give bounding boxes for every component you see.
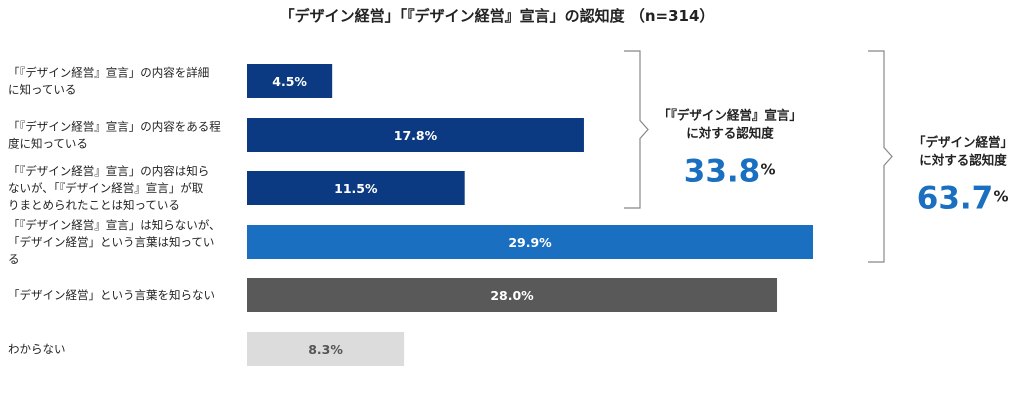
bar-1 (247, 64, 333, 98)
summary-bracket-1 (624, 50, 649, 209)
bar-5 (247, 278, 778, 312)
summary-title-1-line-1: 「『デザイン経営』宣言」 (658, 108, 802, 123)
bars: 4.5% 17.8% 11.5% 29.9% 28.0% 8.3% (247, 64, 813, 366)
bar-3 (247, 171, 465, 205)
summary-title-2-line-1: 「デザイン経営」 (913, 135, 1013, 150)
bar-2 (247, 118, 584, 152)
chart-title: 「デザイン経営」「『デザイン経営』宣言」の認知度 （n=314） (280, 7, 715, 25)
category-label-3-line-2: ないが、「『デザイン経営』宣言」が取 (8, 181, 204, 195)
category-label-4-line-1: 「『デザイン経営』宣言」は知らないが、 (8, 218, 221, 232)
bar-value-label-6: 8.3% (308, 342, 343, 357)
summary-unit-2: % (993, 188, 1008, 206)
summary-value-1: 33.8 (684, 154, 761, 190)
bar-value-label-3: 11.5% (334, 181, 378, 196)
summary-title-1-line-2: に対する認知度 (686, 126, 774, 141)
summary-value-2: 63.7 (917, 181, 994, 217)
category-label-6-line-1: わからない (8, 342, 66, 356)
summary-unit-1: % (760, 161, 775, 179)
bar-4 (247, 225, 813, 259)
category-label-4-line-3: る (8, 252, 20, 266)
bar-value-label-2: 17.8% (394, 128, 438, 143)
category-labels: 「『デザイン経営』宣言」の内容を詳細に知っている「『デザイン経営』宣言」の内容を… (8, 66, 221, 357)
category-label-4-line-2: 「デザイン経営」という言葉は知ってい (8, 235, 214, 249)
bar-value-label-1: 4.5% (272, 74, 307, 89)
bar-6 (247, 332, 405, 366)
category-label-2-line-1: 「『デザイン経営』宣言」の内容をある程 (8, 120, 221, 134)
summary-title-2-line-2: に対する認知度 (919, 153, 1007, 168)
category-label-2-line-2: 度に知っている (8, 137, 88, 151)
bar-value-label-5: 28.0% (490, 288, 534, 303)
category-label-1-line-2: に知っている (8, 83, 76, 97)
summary-bracket-2 (868, 50, 893, 263)
category-label-1-line-1: 「『デザイン経営』宣言」の内容を詳細 (8, 66, 209, 80)
category-label-3-line-1: 「『デザイン経営』宣言」の内容は知ら (8, 164, 209, 178)
bar-value-label-4: 29.9% (508, 235, 552, 250)
category-label-3-line-3: りまとめられたことは知っている (8, 198, 180, 212)
category-label-5-line-1: 「デザイン経営」という言葉を知らない (8, 288, 215, 302)
